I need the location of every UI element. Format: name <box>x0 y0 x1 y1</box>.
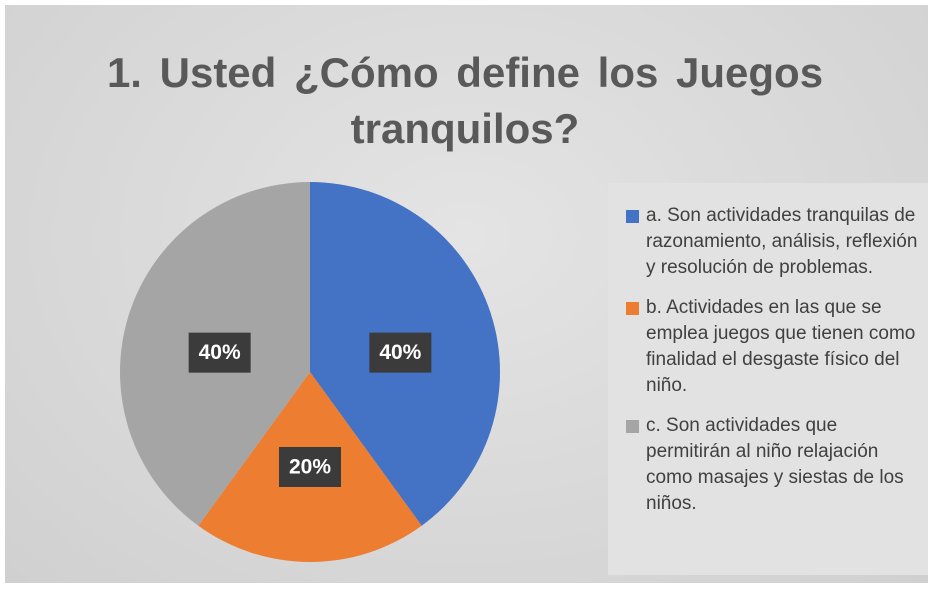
chart-title: 1. Usted ¿Cómo define los Juegos tranqui… <box>106 49 824 152</box>
data-label-box <box>279 447 341 487</box>
data-label-box <box>188 332 251 373</box>
legend-swatch <box>626 210 639 223</box>
legend-label: b. Actividades en las que se emplea jueg… <box>646 297 916 396</box>
data-label-box <box>369 332 432 373</box>
data-label: 40% <box>379 341 421 364</box>
data-label: 20% <box>289 456 331 479</box>
pie-area: 40% 20% 40% <box>119 182 501 563</box>
chart: 1. Usted ¿Cómo define los Juegos tranqui… <box>5 5 928 583</box>
data-label: 40% <box>199 341 241 364</box>
legend-item: c. Son actividades que permitirán al niñ… <box>608 413 928 517</box>
legend-swatch <box>626 420 639 433</box>
legend-item: a. Son actividades tranquilas de razonam… <box>608 203 928 281</box>
legend-swatch <box>626 302 639 315</box>
legend: a. Son actividades tranquilas de razonam… <box>608 183 928 575</box>
legend-label: c. Son actividades que permitirán al niñ… <box>646 415 904 514</box>
legend-item: b. Actividades en las que se emplea jueg… <box>608 295 928 399</box>
legend-label: a. Son actividades tranquilas de razonam… <box>646 205 918 278</box>
